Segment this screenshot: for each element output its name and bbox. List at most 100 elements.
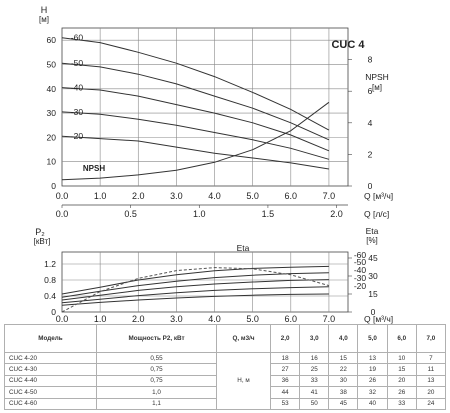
header-model: Модель — [4, 324, 97, 353]
y2-tick-label: 0 — [371, 307, 376, 317]
y2-tick-label: 45 — [368, 253, 378, 263]
head-cell: 27 — [269, 363, 301, 376]
series-label: -60 — [354, 250, 367, 260]
x-tick-label: 3.0 — [170, 314, 183, 324]
head-cell: 22 — [328, 363, 359, 376]
y-axis-unit: [кВт] — [34, 237, 51, 246]
y2-axis-label: NPSH — [365, 72, 389, 82]
y2-axis-unit: [%] — [366, 236, 378, 245]
header-flow: 5,0 — [357, 324, 388, 353]
model-cell: CUC 4-60 — [4, 397, 97, 410]
y2-tick-label: 4 — [368, 118, 373, 128]
power-cell: 1,0 — [96, 386, 217, 399]
x-tick-label: 5.0 — [246, 314, 259, 324]
head-cell: 15 — [386, 363, 417, 376]
head-cell: 32 — [357, 386, 388, 399]
y-axis-label: H — [41, 5, 48, 15]
series-line — [61, 101, 330, 181]
x2-axis-label: Q [л/с] — [364, 209, 389, 219]
y-tick-label: 0.4 — [44, 291, 56, 301]
y-tick-label: 10 — [47, 157, 57, 167]
pump-spec-table: Модель Мощность P2, кВт Q, м3/ч 2,0 3,0 … — [4, 324, 447, 410]
x-tick-label: 4.0 — [208, 314, 221, 324]
model-cell: CUC 4-20 — [4, 351, 97, 365]
series-line — [61, 87, 330, 152]
head-cell: 26 — [357, 374, 388, 388]
head-cell: 18 — [269, 351, 301, 365]
table-header-row: Модель Мощность P2, кВт Q, м3/ч 2,0 3,0 … — [4, 324, 447, 353]
head-cell: 33 — [386, 397, 417, 410]
x-axis-label: Q [м³/ч] — [364, 191, 393, 201]
y-tick-label: 50 — [47, 59, 57, 69]
head-cell: 53 — [269, 397, 301, 410]
y2-tick-label: 0 — [368, 181, 373, 191]
head-cell: 24 — [415, 397, 447, 410]
series-line — [61, 279, 329, 301]
series-label: -40 — [71, 83, 84, 93]
series-label: -50 — [71, 58, 84, 68]
head-cell: 25 — [299, 363, 330, 376]
series-label: Eta — [237, 243, 250, 253]
y-tick-label: 40 — [47, 84, 57, 94]
eta-line — [61, 267, 330, 313]
y-tick-label: 60 — [47, 35, 57, 45]
y-tick-label: 0.8 — [44, 275, 56, 285]
series-line — [61, 135, 329, 170]
series-line — [61, 286, 329, 304]
head-cell: 41 — [299, 386, 330, 399]
y2-tick-label: 15 — [368, 289, 378, 299]
table-row: CUC 4-60 1,1 53 50 45 40 33 24 — [4, 397, 447, 410]
header-flow: 7,0 — [415, 324, 447, 353]
head-cell: 36 — [269, 374, 301, 388]
x2-tick-label: 2.0 — [330, 209, 343, 219]
head-cell: 44 — [269, 386, 301, 399]
x2-tick-label: 0.0 — [56, 209, 69, 219]
head-cell: 7 — [415, 351, 447, 365]
series-line — [61, 37, 330, 131]
head-cell: 11 — [415, 363, 447, 376]
power-cell: 0,75 — [96, 363, 217, 376]
series-label: NPSH — [83, 164, 105, 173]
head-cell: 33 — [299, 374, 330, 388]
y2-axis-label: Eta — [366, 226, 379, 236]
head-cell: 10 — [386, 351, 417, 365]
series-label: -40 — [354, 265, 367, 275]
x-tick-label: 7.0 — [323, 191, 336, 201]
head-cell: 38 — [328, 386, 359, 399]
series-label: -30 — [354, 273, 367, 283]
table-row: CUC 4-20 0,55 Н, м 18 16 15 13 10 7 — [4, 351, 447, 410]
series-line — [61, 111, 330, 160]
series-label: -30 — [71, 107, 84, 117]
head-cell: 19 — [357, 363, 388, 376]
plot-frame — [61, 251, 349, 313]
head-cell: 16 — [299, 351, 330, 365]
head-cell: 40 — [357, 397, 388, 410]
header-flow: 3,0 — [299, 324, 330, 353]
series-label: -20 — [71, 131, 84, 141]
head-cell: 13 — [357, 351, 388, 365]
x2-tick-label: 1.5 — [262, 209, 275, 219]
series-label: -50 — [354, 257, 367, 267]
x-tick-label: 0.0 — [56, 191, 69, 201]
head-cell: 26 — [386, 386, 417, 399]
x-tick-label: 5.0 — [246, 191, 259, 201]
model-cell: CUC 4-50 — [4, 386, 97, 399]
model-cell: CUC 4-30 — [4, 363, 97, 376]
x2-tick-label: 1.0 — [193, 209, 206, 219]
power-cell: 1,1 — [96, 397, 217, 410]
series-line — [61, 62, 330, 141]
head-cell: 50 — [299, 397, 330, 410]
x-tick-label: 6.0 — [285, 191, 298, 201]
header-power: Мощность P2, кВт — [96, 324, 217, 353]
y2-axis-unit: [м] — [372, 83, 382, 92]
plot-frame — [61, 27, 349, 187]
head-label-cell: Н, м — [216, 352, 271, 410]
x-tick-label: 2.0 — [132, 191, 145, 201]
head-cell: 13 — [415, 374, 447, 388]
y2-tick-label: 30 — [368, 271, 378, 281]
power-cell: 0,55 — [96, 351, 217, 365]
header-flow: 6,0 — [386, 324, 417, 353]
power-cell: 0,75 — [96, 374, 217, 388]
x-tick-label: 2.0 — [132, 314, 145, 324]
y-tick-label: 0 — [51, 307, 56, 317]
